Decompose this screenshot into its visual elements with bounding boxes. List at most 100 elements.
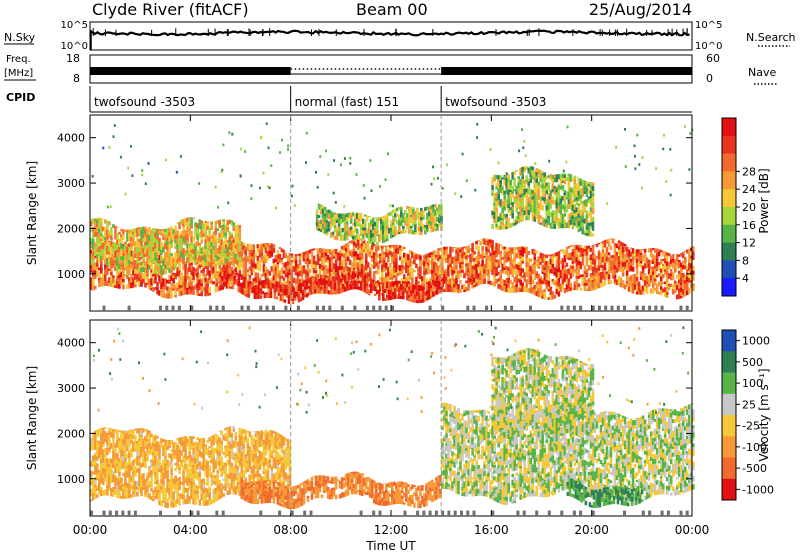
echo-cell [535,271,539,274]
echo-cell [397,245,400,248]
echo-cell [154,276,157,281]
echo-cell [234,222,238,224]
echo-cell [288,256,292,262]
echo-cell [385,272,388,277]
echo-cell [238,251,242,257]
ground-echo [322,305,325,311]
echo-cell [230,241,234,248]
echo-cell [553,271,557,276]
echo-cell [293,297,297,301]
echo-cell [340,249,344,254]
echo-cell [373,226,377,229]
echo-cell [379,287,382,291]
echo-cell [128,260,131,264]
echo-cell [639,260,643,264]
echo-cell [577,190,581,195]
echo-cell [314,270,318,273]
echo-cell [569,216,573,220]
echo-cell [669,269,673,272]
echo-cell [565,160,568,164]
echo-cell [575,212,579,217]
echo-cell [130,229,133,233]
echo-cell [178,244,181,249]
echo-cell [583,230,587,233]
echo-cell [493,215,496,220]
echo-cell [158,247,161,251]
echo-cell [436,275,439,278]
echo-cell [134,254,137,258]
echo-cell [156,236,159,240]
echo-cell [414,284,417,286]
echo-cell [369,241,373,244]
echo-cell [475,267,478,270]
echo-cell [553,200,557,206]
echo-cell [108,277,111,283]
echo-cell [373,217,377,219]
echo-cell [333,227,337,233]
echo-cell [593,244,597,245]
echo-cell [297,284,301,288]
echo-cell [122,278,125,283]
echo-cell [438,274,441,278]
echo-cell [621,280,625,283]
echo-cell [432,282,435,286]
echo-cell [345,276,349,280]
echo-cell [384,239,387,243]
echo-cell [90,286,93,290]
echo-cell [521,212,524,216]
echo-cell [200,286,203,292]
echo-cell [507,275,510,278]
echo-cell [684,262,687,266]
echo-cell [90,253,93,259]
echo-cell [113,124,116,127]
echo-cell [428,281,431,283]
echo-cell [364,270,368,273]
echo-cell [165,158,167,162]
echo-cell [517,219,520,224]
echo-cell [342,253,346,258]
echo-cell [223,278,226,282]
echo-cell [621,262,625,267]
echo-cell [655,289,659,294]
echo-cell [555,265,559,269]
echo-cell [138,284,141,287]
echo-cell [577,217,581,221]
echo-cell [649,288,653,294]
freq-trace [441,67,692,75]
echo-cell [188,243,191,248]
echo-cell [583,180,587,183]
echo-cell [256,255,260,262]
echo-cell [543,267,547,270]
echo-cell [549,286,553,291]
echo-cell [517,261,520,265]
echo-cell [295,286,299,292]
echo-cell [593,285,597,288]
echo-cell [233,271,237,276]
echo-cell [399,271,402,276]
echo-cell [248,245,252,250]
echo-cell [91,174,94,178]
echo-cell [418,215,421,220]
echo-cell [551,226,555,229]
echo-cell [573,210,577,214]
echo-cell [392,295,395,300]
echo-cell [210,221,213,225]
echo-cell [459,247,462,250]
echo-cell [579,274,583,278]
echo-cell [563,255,567,258]
echo-cell [433,267,436,273]
echo-cell [231,271,235,275]
echo-cell [543,201,547,205]
echo-cell [495,195,498,199]
echo-cell [243,279,247,283]
echo-cell [559,219,563,223]
echo-cell [591,233,595,237]
echo-cell [553,279,557,283]
echo-cell [509,258,512,264]
echo-cell [204,274,207,278]
echo-cell [355,218,359,223]
echo-cell [322,270,326,275]
echo-cell [130,263,133,269]
echo-cell [190,225,193,229]
echo-cell [168,287,171,293]
